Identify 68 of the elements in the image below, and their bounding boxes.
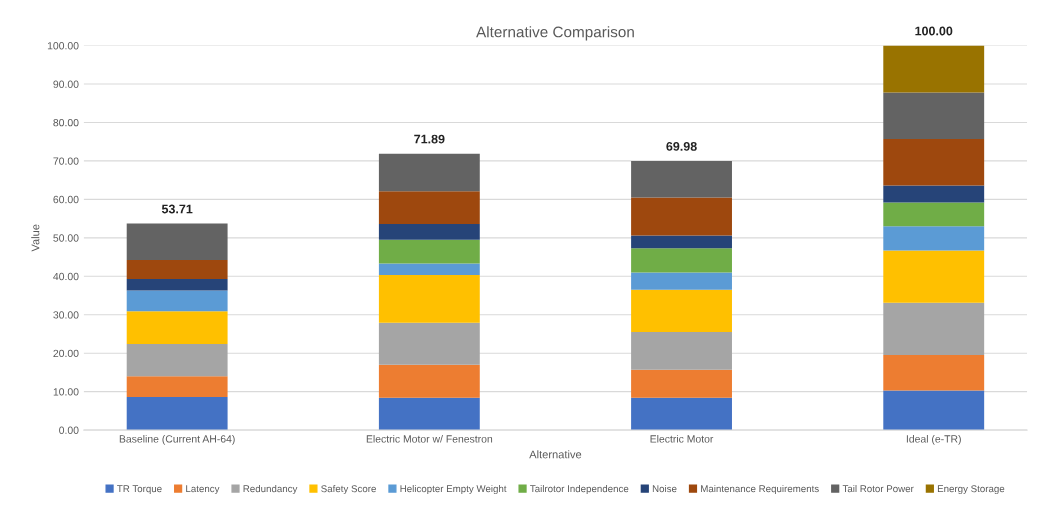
bar (631, 332, 732, 370)
y-tick-label: 40.00 (53, 272, 79, 281)
bar (883, 92, 985, 139)
bar (883, 250, 985, 303)
bar (883, 138, 985, 186)
bar (883, 185, 985, 203)
y-tick-label: 50.00 (53, 234, 79, 242)
bar (883, 302, 985, 356)
bar (378, 223, 480, 240)
y-tick-label: 0.00 (59, 426, 79, 434)
bar (126, 290, 228, 312)
bar (126, 343, 228, 377)
bar (378, 275, 480, 323)
bar (378, 322, 480, 365)
bar (883, 226, 985, 251)
bar (126, 397, 228, 431)
y-tick-label: 70.00 (53, 157, 79, 165)
bar (126, 376, 228, 398)
bar (883, 202, 985, 227)
total-label: 100.00 (915, 26, 953, 36)
legend-label: Noise (652, 485, 677, 493)
y-tick-label: 30.00 (53, 311, 79, 319)
bar (126, 278, 228, 291)
bar (631, 160, 732, 198)
bar (126, 311, 228, 344)
bar (631, 248, 732, 273)
x-tick-label: Electric Motor (650, 434, 714, 443)
bar (378, 263, 480, 276)
bar (631, 272, 732, 290)
legend-label: Energy Storage (937, 485, 1005, 495)
bar (631, 397, 732, 431)
y-tick-label: 60.00 (53, 195, 79, 204)
bar (631, 289, 732, 333)
x-axis-title: Alternative (529, 450, 582, 459)
legend-label: TR Torque (117, 485, 162, 495)
bar (631, 369, 732, 398)
bar (378, 153, 480, 192)
y-tick-label: 90.00 (53, 80, 79, 88)
legend-label: Maintenance Requirements (701, 485, 819, 495)
bar (378, 239, 480, 264)
bar (883, 45, 985, 93)
legend-label: Helicopter Empty Weight (400, 485, 507, 495)
legend-label: Tail Rotor Power (842, 485, 914, 493)
x-tick-label: Ideal (e-TR) (906, 434, 961, 445)
total-label: 69.98 (666, 141, 697, 151)
y-tick-label: 10.00 (53, 388, 79, 396)
y-tick-label: 80.00 (53, 118, 79, 127)
y-tick-label: 20.00 (53, 349, 79, 358)
x-tick-label: Electric Motor w/ Fenestron (366, 434, 493, 443)
bar (883, 390, 985, 431)
bar (378, 191, 480, 224)
chart-title: Alternative Comparison (476, 26, 634, 41)
legend-label: Tailrotor Independence (530, 485, 629, 495)
bar (631, 235, 732, 249)
x-tick-label: Baseline (Current AH-64) (119, 434, 235, 445)
legend-label: Latency (186, 485, 220, 495)
bar (378, 397, 480, 431)
total-label: 53.71 (161, 204, 193, 214)
total-label: 71.89 (414, 134, 445, 144)
legend-label: Safety Score (321, 485, 376, 495)
bar (631, 197, 732, 236)
bar (126, 260, 228, 279)
bar (378, 364, 480, 398)
y-axis-title: Value (31, 224, 40, 252)
bar (883, 355, 985, 391)
y-tick-label: 100.00 (47, 42, 79, 50)
legend-label: Redundancy (243, 485, 298, 495)
bar (126, 223, 228, 261)
